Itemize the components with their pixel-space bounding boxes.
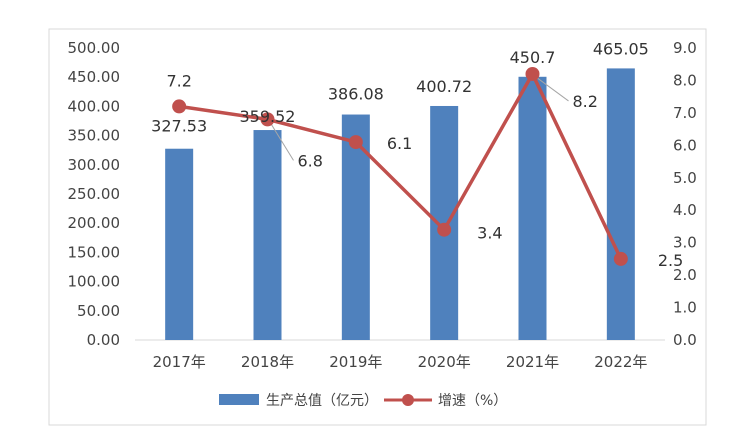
line-marker [348,135,363,150]
legend-label-bar: 生产总值（亿元） [266,393,378,409]
right-tick-label: 2.0 [673,266,697,284]
bar-data-label: 400.72 [416,77,472,96]
x-tick-label: 2018年 [241,353,294,371]
left-tick-label: 350.00 [68,127,121,145]
right-tick-label: 3.0 [673,234,697,252]
left-tick-label: 250.00 [68,185,121,203]
line-path [178,72,623,260]
line-data-labels: 7.2 6.8 6.1 3.4 8.2 2.5 [166,71,683,269]
leader-line [534,75,569,102]
bar-data-label: 386.08 [328,85,384,104]
right-tick-label: 5.0 [673,169,697,187]
x-tick-label: 2019年 [329,353,382,371]
line-marker [613,251,628,266]
bar-data-label: 465.05 [593,39,649,58]
bar [253,130,282,340]
line-data-label: 2.5 [658,251,683,270]
bar-data-labels: 327.53 359.52 386.08 400.72 450.7 465.05 [151,39,649,135]
right-tick-label: 4.0 [673,201,697,219]
line-marker [172,99,187,114]
right-tick-label: 7.0 [673,104,697,122]
right-axis: 0.0 1.0 2.0 3.0 4.0 5.0 6.0 7.0 8.0 9.0 [673,39,697,349]
x-axis-categories: 2017年 2018年 2019年 2020年 2021年 2022年 [153,353,648,371]
line-marker [525,66,540,81]
right-tick-label: 1.0 [673,299,697,317]
bar [606,68,635,340]
bar-data-label: 450.7 [510,48,556,67]
line-data-label: 7.2 [166,71,191,90]
legend-swatch-marker [402,394,414,406]
right-tick-label: 8.0 [673,71,697,89]
right-tick-label: 9.0 [673,39,697,57]
line-data-label: 6.8 [298,151,323,170]
line-data-label: 3.4 [477,224,502,243]
line-marker [260,112,275,127]
bar-data-label: 327.53 [151,117,207,136]
bar-data-label: 359.52 [240,107,296,126]
line-data-label: 8.2 [573,92,598,111]
x-tick-label: 2021年 [506,353,559,371]
legend-label-line: 增速（%） [438,393,507,409]
leader-line [269,121,294,161]
left-tick-label: 300.00 [68,156,121,174]
left-tick-label: 0.00 [87,331,120,349]
x-tick-label: 2017年 [153,353,206,371]
left-tick-label: 400.00 [68,97,121,115]
line-data-label: 6.1 [387,134,412,153]
line-series [172,66,628,266]
bar [165,148,194,340]
legend-swatch-bar [219,394,259,405]
left-tick-label: 100.00 [68,273,121,291]
left-tick-label: 500.00 [68,39,121,57]
bar-series [165,68,635,340]
right-tick-label: 6.0 [673,136,697,154]
right-tick-label: 0.0 [673,331,697,349]
line-marker [437,222,452,237]
legend: 生产总值（亿元） 增速（%） [219,393,507,409]
leader-lines [269,75,569,161]
left-tick-label: 450.00 [68,68,121,86]
left-tick-label: 150.00 [68,243,121,261]
left-tick-label: 50.00 [77,302,120,320]
chart-border [48,28,707,426]
left-axis: 0.00 50.00 100.00 150.00 200.00 250.00 300.00 3… [68,39,121,349]
left-tick-label: 200.00 [68,214,121,232]
x-tick-label: 2020年 [418,353,471,371]
x-tick-label: 2022年 [594,353,647,371]
bar [518,76,547,340]
